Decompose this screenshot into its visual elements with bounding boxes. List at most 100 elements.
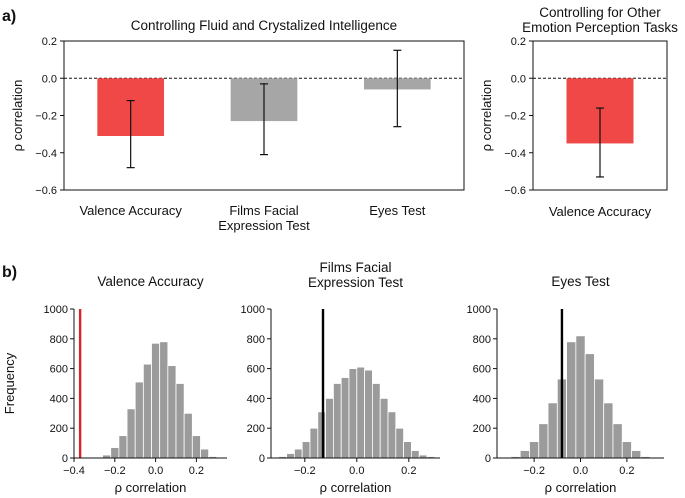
histogram-bin-10 [603, 402, 614, 459]
x-tick-label: −0.4 [63, 465, 85, 477]
chart-title-line: Emotion Perception Tasks [522, 20, 678, 35]
chart-title: Controlling Fluid and Crystalized Intell… [131, 18, 397, 33]
histogram-bin-10 [183, 412, 193, 459]
histogram-bin-9 [175, 383, 185, 459]
histogram-bin-15 [395, 427, 404, 459]
chart-title-line: Controlling Fluid and Crystalized Intell… [131, 18, 397, 33]
histogram-bin-3 [301, 441, 311, 459]
category-label-0: Valence Accuracy [79, 203, 182, 218]
y-tick-label: 400 [247, 393, 265, 405]
chart-title-line: Films Facial [319, 260, 391, 275]
y-tick-label: 0.0 [42, 73, 57, 85]
histogram-bin-7 [159, 341, 169, 459]
x-tick-label: 0.0 [349, 465, 364, 477]
y-tick-label: 1000 [241, 304, 265, 316]
y-tick-label: 1000 [467, 304, 491, 316]
x-tick-label: −0.2 [523, 465, 545, 477]
x-axis-label: ρ correlation [115, 480, 187, 495]
histogram-bin-9 [594, 378, 605, 459]
histogram-bin-8 [340, 377, 350, 459]
y-axis-label: ρ correlation [10, 80, 25, 152]
histogram-bin-2 [293, 448, 303, 459]
x-tick-label: 0.2 [401, 465, 416, 477]
histogram-bin-7 [332, 383, 342, 459]
histogram-bin-3 [538, 423, 549, 459]
chart-title: Controlling for Other Emotion Perception … [522, 5, 678, 35]
histogram-bin-13 [631, 450, 642, 459]
chart-title-line: Valence Accuracy [97, 274, 204, 289]
y-tick-label: −0.4 [504, 148, 526, 160]
chart-a-left: Controlling Fluid and Crystalized Intell… [10, 18, 465, 233]
category-label-0-line: Valence Accuracy [549, 204, 652, 219]
y-tick-label: 800 [473, 334, 491, 346]
x-axis-label: ρ correlation [320, 480, 392, 495]
histogram-bin-8 [584, 353, 595, 459]
histogram-bin-11 [191, 435, 201, 459]
histogram-bin-2 [118, 435, 128, 459]
histogram-bin-10 [356, 366, 365, 459]
histogram-bin-12 [371, 383, 381, 459]
y-tick-label: 0 [485, 453, 491, 465]
y-tick-label: 600 [473, 364, 491, 376]
chart-a-right: Controlling for Other Emotion Perception … [479, 5, 678, 219]
x-tick-label: −0.2 [294, 465, 316, 477]
y-tick-label: −0.4 [35, 148, 57, 160]
histogram-bin-4 [134, 381, 144, 459]
y-tick-label: 1000 [44, 304, 68, 316]
histogram-bin-4 [309, 427, 319, 459]
category-label-1-line: Films Facial [229, 203, 298, 218]
chart-b-2: Films Facial Expression Test 0 200 400 600 800… [241, 260, 440, 495]
y-tick-label: 0 [62, 453, 68, 465]
chart-title: Films Facial Expression Test [308, 260, 403, 290]
y-tick-label: 0.2 [511, 36, 526, 48]
x-tick-label: 0.0 [573, 465, 588, 477]
histogram-bin-11 [612, 423, 623, 459]
x-tick-label: 0.2 [189, 465, 204, 477]
y-tick-label: 600 [247, 364, 265, 376]
category-label-1-line: Expression Test [218, 218, 310, 233]
histogram-bin-11 [364, 369, 373, 459]
x-tick-label: 0.0 [148, 465, 163, 477]
histogram-bin-2 [529, 441, 540, 459]
y-tick-label: 400 [50, 393, 68, 405]
x-tick-label: −0.2 [104, 465, 126, 477]
histogram-bin-12 [621, 441, 632, 459]
category-label-1: Films Facial Expression Test [218, 203, 310, 233]
x-axis-label: ρ correlation [545, 480, 617, 495]
panel-label-b: b) [2, 264, 17, 281]
x-tick-label: 0.2 [619, 465, 634, 477]
category-label-2: Eyes Test [369, 203, 426, 218]
chart-title-line: Controlling for Other [539, 5, 661, 20]
y-axis-label: Frequency [2, 352, 17, 414]
histogram-bin-5 [317, 411, 326, 459]
histogram-bin-3 [126, 408, 136, 459]
histogram-bin-13 [379, 397, 389, 459]
histogram-bin-7 [575, 335, 586, 459]
category-label-0: Valence Accuracy [549, 204, 652, 219]
histogram-bin-17 [410, 450, 420, 459]
chart-title: Valence Accuracy [97, 274, 204, 289]
chart-title-line: Expression Test [308, 275, 403, 290]
y-tick-label: 200 [50, 423, 68, 435]
histogram-bin-8 [167, 365, 177, 459]
histogram-bin-6 [325, 397, 334, 459]
y-tick-label: 400 [473, 393, 491, 405]
y-tick-label: −0.6 [504, 185, 526, 197]
y-tick-label: 200 [247, 423, 265, 435]
histogram-bin-1 [286, 453, 295, 459]
chart-b-1: Valence Accuracy 0 200 400 600 800 1000 −0.4 −0.… [2, 274, 227, 495]
histogram-bin-6 [566, 341, 577, 459]
histogram-bin-5 [142, 363, 152, 459]
category-label-0-line: Valence Accuracy [79, 203, 182, 218]
y-tick-label: 200 [473, 423, 491, 435]
histogram-bin-16 [403, 441, 412, 459]
histogram-bin-4 [547, 402, 558, 459]
y-tick-label: −0.2 [504, 111, 526, 123]
histogram-bin-1 [519, 450, 530, 459]
y-tick-label: 800 [247, 334, 265, 346]
chart-title-line: Eyes Test [551, 274, 610, 289]
chart-b-3: Eyes Test 0 200 400 600 800 1000 −0.2 0.0 0.2ρ co… [467, 274, 664, 495]
y-tick-label: 0 [259, 453, 265, 465]
y-tick-label: 0.2 [42, 36, 57, 48]
